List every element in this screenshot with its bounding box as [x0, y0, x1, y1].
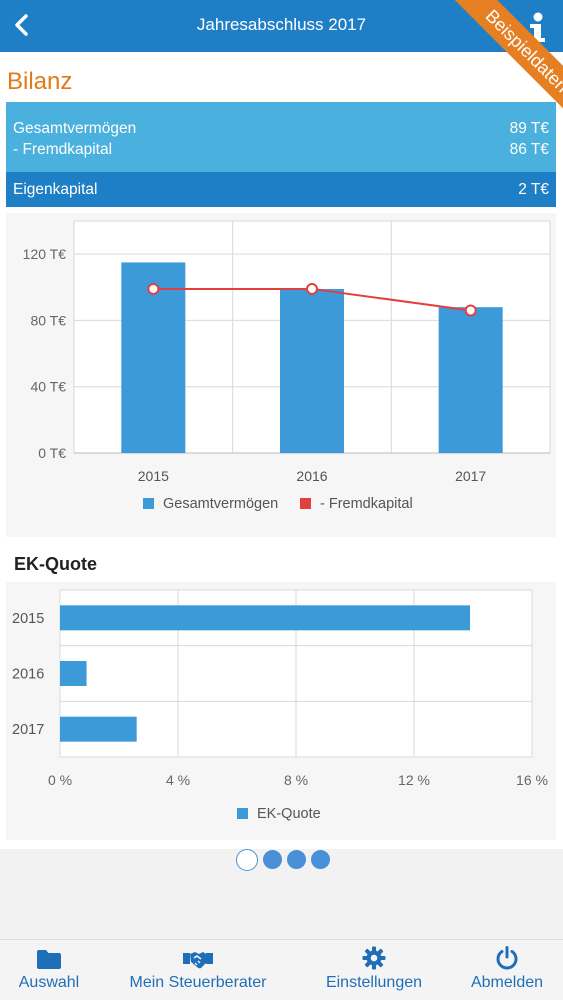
- nav-label: Abmelden: [470, 974, 544, 991]
- bar-ek-quote: [60, 661, 87, 686]
- nav-auswahl[interactable]: Auswahl: [0, 940, 98, 1000]
- ek-quote-chart-card: 0 % 4 % 8 % 12 % 16 % 2015 2016 2017 EK-Quote: [6, 582, 556, 840]
- point-fremdkapital: [464, 304, 477, 317]
- page-dot-4[interactable]: [311, 850, 330, 869]
- summary-result: Eigenkapital 2 T€: [6, 172, 556, 207]
- top-bar: Jahresabschluss 2017: [0, 0, 563, 52]
- legend-label: Gesamtvermögen: [163, 496, 278, 512]
- x-tick-label: 12 %: [398, 772, 430, 788]
- balance-summary: Gesamtvermögen 89 T€ - Fremdkapital 86 T…: [6, 102, 556, 207]
- balance-chart-card: 0 T€ 40 T€ 80 T€ 120 T€ 2015 2016 2017 Gesamtve…: [6, 213, 556, 537]
- page-indicator-area: [0, 849, 563, 939]
- summary-row: - Fremdkapital 86 T€: [13, 139, 549, 160]
- nav-abmelden[interactable]: Abmelden: [458, 940, 556, 1000]
- y-tick-label: 40 T€: [30, 379, 66, 395]
- summary-row-label: - Fremdkapital: [13, 141, 113, 158]
- page-dot-1[interactable]: [236, 849, 258, 871]
- page-dot-3[interactable]: [287, 850, 306, 869]
- summary-result-label: Eigenkapital: [13, 180, 98, 198]
- nav-label: Auswahl: [18, 974, 80, 991]
- ek-quote-title: EK-Quote: [14, 554, 97, 574]
- info-button[interactable]: [524, 10, 550, 44]
- x-tick-label: 0 %: [48, 772, 72, 788]
- section-title: Bilanz: [7, 68, 73, 95]
- legend-label: EK-Quote: [257, 806, 321, 822]
- power-icon: [496, 946, 518, 970]
- x-tick-label: 16 %: [516, 772, 548, 788]
- nav-label: Einstellungen: [325, 974, 423, 991]
- summary-row-label: Gesamtvermögen: [13, 120, 137, 137]
- folder-icon: [37, 950, 61, 969]
- ek-quote-chart: 0 % 4 % 8 % 12 % 16 % 2015 2016 2017 EK-Quote: [12, 589, 548, 822]
- nav-label: Mein Steuerberater: [129, 974, 267, 991]
- handshake-icon: [183, 952, 213, 969]
- bar-ek-quote: [60, 605, 471, 631]
- x-tick-label: 4 %: [166, 772, 190, 788]
- bar-gesamtvermoegen: [280, 288, 344, 453]
- x-tick-label: 2015: [138, 468, 169, 484]
- page-indicator: [236, 849, 330, 871]
- summary-row-value: 86 T€: [509, 141, 549, 158]
- bar-gesamtvermoegen: [438, 307, 503, 453]
- point-fremdkapital: [147, 282, 160, 295]
- summary-row: Gesamtvermögen 89 T€: [13, 118, 549, 139]
- info-icon: [530, 12, 545, 42]
- y-tick-label: 120 T€: [23, 246, 67, 262]
- bar-ek-quote: [60, 716, 137, 742]
- page-dot-2[interactable]: [263, 850, 282, 869]
- gear-icon: [362, 946, 386, 970]
- legend-swatch-ek-quote: [237, 808, 248, 819]
- balance-chart: 0 T€ 40 T€ 80 T€ 120 T€ 2015 2016 2017 Gesamtve…: [23, 220, 551, 512]
- y-tick-label: 2017: [12, 722, 44, 738]
- point-fremdkapital: [306, 282, 318, 295]
- nav-mein-steuerberater[interactable]: Mein Steuerberater: [110, 940, 286, 1000]
- y-tick-label: 80 T€: [30, 312, 66, 328]
- x-tick-label: 2017: [455, 468, 486, 484]
- back-button[interactable]: [4, 6, 38, 44]
- bottom-nav: Auswahl Mein Steuerberater: [0, 939, 563, 1000]
- nav-einstellungen[interactable]: Einstellungen: [312, 940, 436, 1000]
- legend-swatch-fremdkapital: [300, 498, 311, 509]
- summary-row-value: 89 T€: [509, 120, 549, 137]
- legend-swatch-gesamtvermoegen: [143, 498, 154, 509]
- y-tick-label: 2016: [12, 667, 44, 683]
- chevron-left-icon: [15, 14, 28, 36]
- summary-top: Gesamtvermögen 89 T€ - Fremdkapital 86 T…: [6, 102, 556, 172]
- y-tick-label: 0 T€: [38, 445, 66, 461]
- page-title: Jahresabschluss 2017: [196, 15, 367, 34]
- summary-result-value: 2 T€: [518, 180, 549, 198]
- legend-label: - Fremdkapital: [320, 496, 413, 512]
- y-tick-label: 2015: [12, 611, 44, 627]
- x-tick-label: 2016: [296, 468, 327, 484]
- x-tick-label: 8 %: [284, 772, 308, 788]
